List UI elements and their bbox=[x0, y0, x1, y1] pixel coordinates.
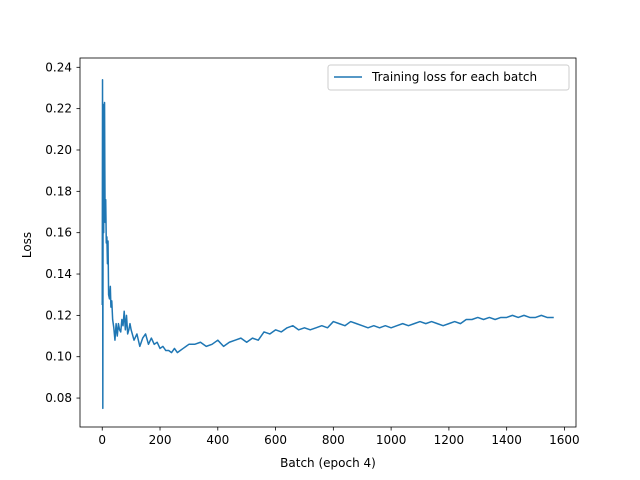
y-tick-label: 0.12 bbox=[45, 308, 72, 322]
x-tick-label: 1200 bbox=[434, 433, 465, 447]
y-tick-label: 0.24 bbox=[45, 60, 72, 74]
y-axis-label: Loss bbox=[20, 232, 34, 258]
plot-area bbox=[79, 57, 577, 428]
x-tick-label: 1000 bbox=[376, 433, 407, 447]
y-tick-label: 0.16 bbox=[45, 226, 72, 240]
y-tick-label: 0.08 bbox=[45, 391, 72, 405]
x-tick-label: 1400 bbox=[491, 433, 522, 447]
x-tick-label: 400 bbox=[206, 433, 229, 447]
legend: Training loss for each batch bbox=[327, 64, 570, 91]
y-tick-label: 0.10 bbox=[45, 350, 72, 364]
y-tick-label: 0.18 bbox=[45, 184, 72, 198]
y-tick-label: 0.22 bbox=[45, 102, 72, 116]
y-axis: 0.08 0.10 0.12 0.14 0.16 0.18 0.20 0.22 0.24 bbox=[45, 60, 80, 405]
axes-frame bbox=[79, 57, 577, 428]
series-line-0 bbox=[101, 78, 554, 410]
y-tick-label: 0.14 bbox=[45, 267, 72, 281]
legend-box bbox=[327, 64, 570, 91]
x-tick-label: 200 bbox=[149, 433, 172, 447]
x-tick-label: 800 bbox=[322, 433, 345, 447]
y-tick-label: 0.20 bbox=[45, 143, 72, 157]
x-axis-label: Batch (epoch 4) bbox=[280, 456, 376, 470]
x-axis: 0 200 400 600 800 1000 1200 1400 1600 bbox=[98, 427, 580, 447]
x-tick-label: 0 bbox=[98, 433, 106, 447]
x-tick-label: 600 bbox=[264, 433, 287, 447]
legend-label: Training loss for each batch bbox=[371, 70, 537, 84]
x-tick-label: 1600 bbox=[549, 433, 580, 447]
